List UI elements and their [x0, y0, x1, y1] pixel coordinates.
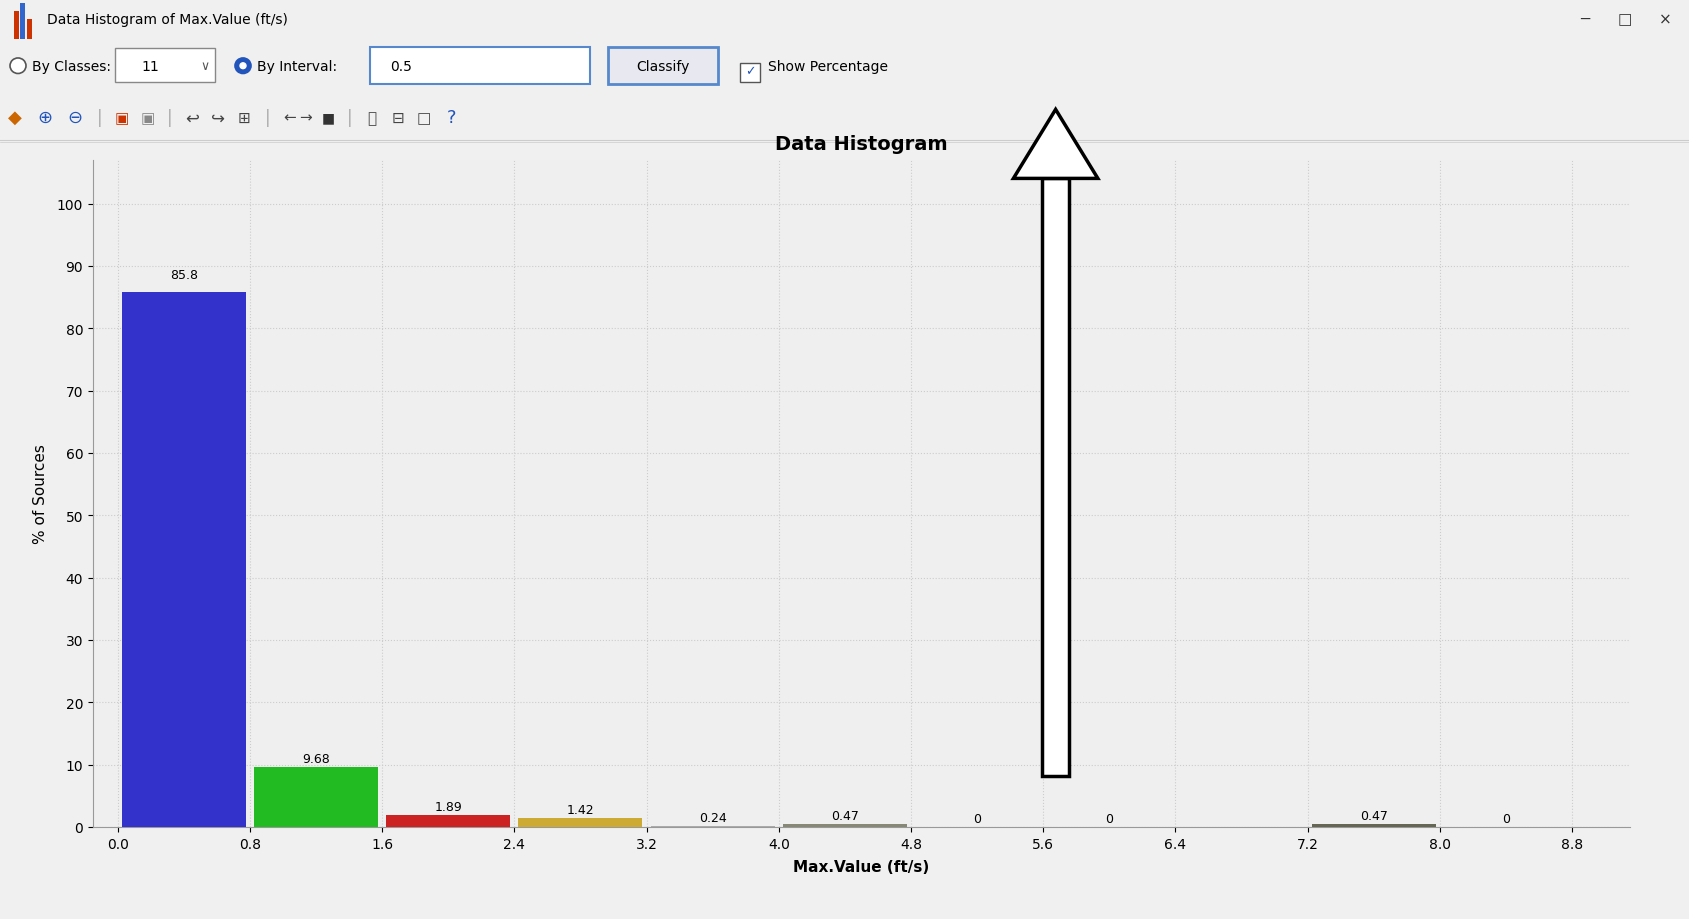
Text: ↩: ↩	[186, 109, 199, 127]
Text: ─: ─	[1579, 12, 1589, 28]
Bar	[253, 766, 378, 827]
Text: ⊖: ⊖	[68, 109, 83, 127]
Bar	[20, 4, 25, 40]
Bar	[387, 815, 510, 827]
Title: Data Histogram: Data Histogram	[775, 135, 948, 153]
Text: 0: 0	[1105, 812, 1113, 825]
Bar	[14, 12, 19, 40]
Text: 1.89: 1.89	[434, 800, 463, 813]
Text: ✓: ✓	[745, 65, 755, 78]
Text: →: →	[299, 110, 312, 126]
Bar	[650, 825, 775, 827]
Circle shape	[10, 59, 25, 74]
Circle shape	[235, 59, 252, 74]
Text: |: |	[265, 109, 270, 127]
Text: 0: 0	[973, 812, 981, 825]
Text: ⊕: ⊕	[37, 109, 52, 127]
X-axis label: Max.Value (ft/s): Max.Value (ft/s)	[794, 859, 929, 874]
Text: ⎘: ⎘	[368, 110, 377, 126]
FancyBboxPatch shape	[608, 48, 718, 85]
Text: ?: ?	[448, 109, 456, 127]
Text: 0.47: 0.47	[831, 810, 858, 823]
Text: □: □	[1618, 12, 1632, 28]
Bar	[27, 19, 32, 40]
FancyBboxPatch shape	[115, 50, 215, 83]
Bar	[122, 293, 247, 827]
Text: ⊞: ⊞	[238, 110, 250, 126]
Bar	[1042, 179, 1069, 777]
Text: 0.5: 0.5	[390, 60, 412, 74]
Text: 85.8: 85.8	[171, 268, 198, 281]
Text: ◆: ◆	[8, 109, 22, 127]
Y-axis label: % of Sources: % of Sources	[34, 444, 49, 544]
Text: |: |	[167, 109, 172, 127]
Text: By Interval:: By Interval:	[257, 60, 338, 74]
Text: 0.47: 0.47	[1360, 810, 1388, 823]
Text: ⊟: ⊟	[392, 110, 404, 126]
Text: 0: 0	[1502, 812, 1510, 825]
FancyBboxPatch shape	[740, 63, 760, 83]
Text: 11: 11	[142, 60, 159, 74]
Text: By Classes:: By Classes:	[32, 60, 111, 74]
Text: ←: ←	[284, 110, 296, 126]
Polygon shape	[1013, 110, 1098, 179]
Text: ▣: ▣	[140, 110, 155, 126]
Text: Classify: Classify	[637, 60, 689, 74]
Circle shape	[240, 63, 247, 70]
Bar	[519, 818, 642, 827]
Text: ↪: ↪	[211, 109, 225, 127]
Text: |: |	[98, 109, 103, 127]
Text: 1.42: 1.42	[566, 803, 595, 816]
Text: 0.24: 0.24	[699, 811, 726, 823]
Text: |: |	[348, 109, 353, 127]
Text: Show Percentage: Show Percentage	[768, 60, 888, 74]
FancyBboxPatch shape	[370, 48, 589, 85]
Text: Data Histogram of Max.Value (ft/s): Data Histogram of Max.Value (ft/s)	[47, 13, 289, 27]
Bar	[1312, 824, 1436, 827]
Text: 9.68: 9.68	[302, 752, 329, 765]
Text: □: □	[417, 110, 431, 126]
Text: ▣: ▣	[115, 110, 128, 126]
Bar	[784, 824, 907, 827]
Text: ×: ×	[1659, 12, 1672, 28]
Text: ■: ■	[321, 111, 334, 125]
Text: ∨: ∨	[201, 60, 209, 74]
